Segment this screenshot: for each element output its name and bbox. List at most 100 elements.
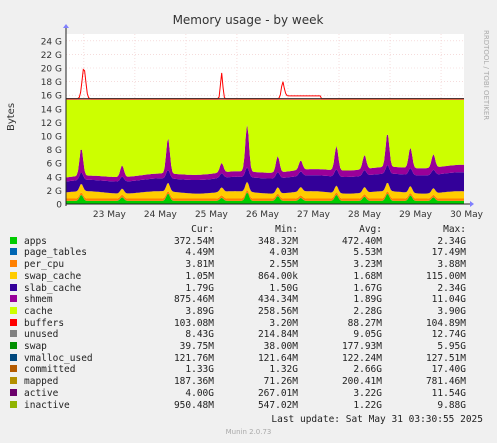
legend-max: 127.51M xyxy=(425,352,466,364)
legend-name: page_tables xyxy=(24,247,87,259)
x-tick-label: 27 May xyxy=(297,210,331,220)
legend-max: 12.74G xyxy=(431,329,466,341)
legend-name: active xyxy=(24,387,59,399)
y-tick-label: 18 G xyxy=(41,78,62,88)
legend-name: buffers xyxy=(24,317,65,329)
series-area-buffers xyxy=(66,99,464,100)
legend-swatch xyxy=(10,365,17,373)
legend-min: 348.32M xyxy=(257,235,298,247)
legend-header-row: Cur: Min: Avg: Max: xyxy=(10,224,466,236)
legend-avg: 2.28G xyxy=(353,305,382,317)
series-area-apps xyxy=(66,192,464,204)
legend-header-max: Max: xyxy=(443,224,466,235)
legend-row-per-cpu: per_cpu 3.81M 2.55M 3.23M 3.88M xyxy=(10,259,466,271)
legend-name: unused xyxy=(24,329,59,341)
legend-row-page-tables: page_tables 4.49M 4.03M 5.53M 17.49M xyxy=(10,247,466,259)
legend-avg: 1.67G xyxy=(353,282,382,294)
x-tick-label: 23 May xyxy=(93,210,127,220)
legend-max: 11.04G xyxy=(431,294,466,306)
legend-name: swap xyxy=(24,341,47,353)
legend-row-committed: committed 1.33G 1.32G 2.66G 17.40G xyxy=(10,364,466,376)
legend-row-active: active 4.00G 267.01M 3.22G 11.54G xyxy=(10,388,466,400)
legend-max: 3.90G xyxy=(437,305,466,317)
series-area-per-cpu xyxy=(66,189,464,201)
legend-min: 1.32G xyxy=(269,364,298,376)
legend-max: 3.88M xyxy=(437,259,466,271)
y-axis-label: Bytes xyxy=(6,103,17,131)
series-area-slab-cache xyxy=(66,165,464,194)
legend-max: 17.40G xyxy=(431,364,466,376)
y-tick-label: 10 G xyxy=(41,133,62,143)
series-layer xyxy=(66,68,464,204)
legend-min: 4.03M xyxy=(269,247,298,259)
legend-swatch xyxy=(10,377,17,385)
legend-cur: 8.43G xyxy=(185,329,214,341)
legend-max: 104.89M xyxy=(425,317,466,329)
legend-min: 1.50G xyxy=(269,282,298,294)
legend-max: 2.34G xyxy=(437,282,466,294)
munin-version: Munin 2.0.73 xyxy=(225,428,272,436)
x-tick-label: 26 May xyxy=(246,210,280,220)
legend-max: 115.00M xyxy=(425,270,466,282)
legend-cur: 187.36M xyxy=(173,376,214,388)
legend-row-vmalloc-used: vmalloc_used 121.76M 121.64M 122.24M 127.51M xyxy=(10,353,466,365)
legend-min: 267.01M xyxy=(257,387,298,399)
y-tick-label: 8 G xyxy=(46,146,62,156)
legend-name: cache xyxy=(24,305,53,317)
legend-avg: 1.89G xyxy=(353,294,382,306)
legend-avg: 122.24M xyxy=(341,352,382,364)
legend-cur: 875.46M xyxy=(173,294,214,306)
legend-min: 864.00k xyxy=(257,270,298,282)
legend-swatch xyxy=(10,271,17,279)
legend-row-mapped: mapped 187.36M 71.26M 200.41M 781.46M xyxy=(10,376,466,388)
legend-cur: 4.00G xyxy=(185,387,214,399)
legend-swatch xyxy=(10,236,17,244)
axis-layer: 0 2 G 4 G 6 G 8 G 10 G 12 G 14 G 16 G 18 G 20 G 22 … xyxy=(41,24,484,220)
legend-name: vmalloc_used xyxy=(24,352,93,364)
chart-title: Memory usage - by week xyxy=(173,13,324,27)
x-tick-label: 30 May xyxy=(450,210,484,220)
legend-max: 2.34G xyxy=(437,235,466,247)
legend-row-apps: apps 372.54M 348.32M 472.40M 2.34G xyxy=(10,236,466,248)
legend-avg: 3.23M xyxy=(353,259,382,271)
legend-cur: 1.05M xyxy=(185,270,214,282)
legend-avg: 3.22G xyxy=(353,387,382,399)
y-tick-label: 2 G xyxy=(46,187,62,197)
legend-cur: 121.76M xyxy=(173,352,214,364)
y-tick-label: 12 G xyxy=(41,119,62,129)
legend-cur: 103.08M xyxy=(173,317,214,329)
legend-avg: 177.93M xyxy=(341,341,382,353)
legend-header-min: Min: xyxy=(275,224,298,235)
legend-cur: 3.81M xyxy=(185,259,214,271)
legend-avg: 2.66G xyxy=(353,364,382,376)
legend-swatch xyxy=(10,388,17,396)
legend-row-buffers: buffers 103.08M 3.20M 88.27M 104.89M xyxy=(10,318,466,330)
y-tick-label: 22 G xyxy=(41,51,62,61)
legend-swatch xyxy=(10,260,17,268)
series-area-shmem xyxy=(66,124,464,182)
series-area-swap-cache xyxy=(66,181,464,199)
legend-cur: 372.54M xyxy=(173,235,214,247)
legend-min: 214.84M xyxy=(257,329,298,341)
legend-row-slab-cache: slab_cache 1.79G 1.50G 1.67G 2.34G xyxy=(10,283,466,295)
legend-row-inactive: inactive 950.48M 547.02M 1.22G 9.88G xyxy=(10,400,466,412)
legend-max: 11.54G xyxy=(431,387,466,399)
x-tick-label: 25 May xyxy=(195,210,229,220)
legend-cur: 39.75M xyxy=(179,341,214,353)
legend-header-avg: Avg: xyxy=(359,224,382,235)
legend-cur: 4.49M xyxy=(185,247,214,259)
y-tick-label: 0 xyxy=(56,201,62,211)
legend-name: shmem xyxy=(24,294,53,306)
legend-max: 17.49M xyxy=(431,247,466,259)
y-tick-label: 4 G xyxy=(46,173,62,183)
legend-avg: 88.27M xyxy=(347,317,382,329)
legend-min: 434.34M xyxy=(257,294,298,306)
y-tick-label: 20 G xyxy=(41,65,62,75)
legend-cur: 1.79G xyxy=(185,282,214,294)
x-tick-label: 24 May xyxy=(144,210,178,220)
legend-name: mapped xyxy=(24,376,59,388)
legend-row-swap: swap 39.75M 38.00M 177.93M 5.95G xyxy=(10,341,466,353)
y-tick-label: 6 G xyxy=(46,160,62,170)
legend-max: 5.95G xyxy=(437,341,466,353)
